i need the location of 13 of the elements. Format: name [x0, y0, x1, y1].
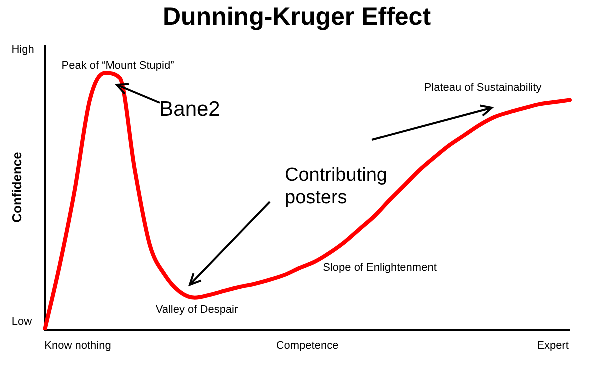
annotation: Valley of Despair	[156, 304, 238, 316]
annotation: Contributing posters	[285, 164, 388, 209]
y-axis-title: Confidence	[10, 152, 25, 223]
x-axis-title: Competence	[276, 340, 339, 352]
text: Low	[12, 316, 32, 328]
chart-title: Dunning-Kruger Effect	[162, 2, 432, 31]
annotation: Slope of Enlightenment	[323, 262, 437, 274]
annotation: Bane2	[160, 98, 220, 121]
annotation: Plateau of Sustainability	[424, 82, 542, 94]
text: High	[12, 44, 34, 56]
text: Expert	[537, 340, 569, 352]
text: Know nothing	[44, 340, 112, 352]
text: Peak of “Mount Stupid”	[62, 60, 175, 72]
